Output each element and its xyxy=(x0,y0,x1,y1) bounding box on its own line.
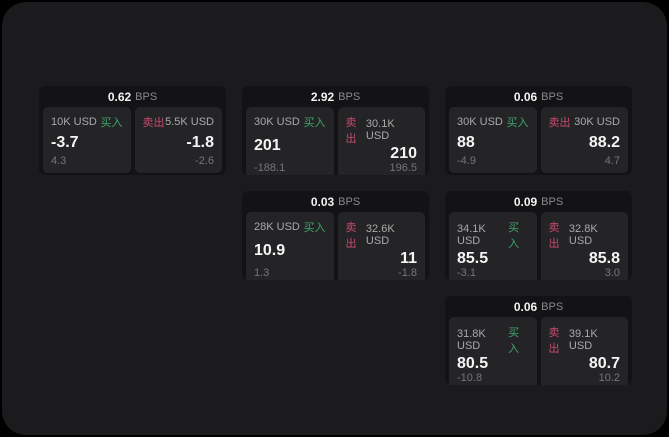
sell-delta: -2.6 xyxy=(195,155,214,167)
bps-unit-label: BPS xyxy=(541,90,564,103)
sell-delta: -1.8 xyxy=(398,267,417,279)
buy-side-label: 买入 xyxy=(506,117,529,129)
buy-amount: 28K USD xyxy=(254,221,300,233)
buy-side-label: 买入 xyxy=(508,222,520,250)
sell-price: 210 xyxy=(390,145,417,162)
quote-card: 2.92 BPS 30K USD 买入 201 -188.1 卖出 30.1K … xyxy=(242,86,429,175)
sell-delta: 4.7 xyxy=(604,155,620,167)
sell-side-label: 卖出 xyxy=(345,117,357,145)
buy-delta: -10.8 xyxy=(457,372,483,384)
buy-price: 201 xyxy=(254,137,281,154)
buy-amount: 30K USD xyxy=(457,116,503,128)
bps-header: 0.62 BPS xyxy=(39,86,226,107)
bps-value: 0.09 xyxy=(513,194,538,209)
buy-quote-tile[interactable]: 31.8K USD 买入 80.5 -10.8 xyxy=(449,317,537,385)
buy-delta: 4.3 xyxy=(51,155,67,167)
bps-value: 0.06 xyxy=(513,299,538,314)
quote-card: 0.06 BPS 31.8K USD 买入 80.5 -10.8 卖出 39.1… xyxy=(445,296,632,385)
bps-value: 0.06 xyxy=(513,89,538,104)
sell-side-label: 卖出 xyxy=(548,117,571,129)
buy-amount: 34.1K USD xyxy=(457,223,486,247)
bps-header: 0.03 BPS xyxy=(242,191,429,212)
buy-delta: 1.3 xyxy=(254,267,270,279)
bps-header: 0.06 BPS xyxy=(445,296,632,317)
sell-delta: 3.0 xyxy=(604,267,620,279)
quote-card: 0.09 BPS 34.1K USD 买入 85.5 -3.1 卖出 32.8K… xyxy=(445,191,632,280)
buy-delta: -4.9 xyxy=(457,155,476,167)
bps-value: 0.62 xyxy=(107,89,132,104)
buy-quote-tile[interactable]: 30K USD 买入 88 -4.9 xyxy=(449,107,537,173)
buy-amount: 31.8K USD xyxy=(457,328,486,352)
bps-header: 2.92 BPS xyxy=(242,86,429,107)
buy-amount: 10K USD xyxy=(51,116,97,128)
sell-quote-tile[interactable]: 卖出 39.1K USD 80.7 10.2 xyxy=(540,317,628,385)
sell-side-label: 卖出 xyxy=(548,327,560,355)
sell-quote-tile[interactable]: 卖出 30.1K USD 210 196.5 xyxy=(337,107,425,175)
bps-unit-label: BPS xyxy=(135,90,158,103)
sell-delta: 196.5 xyxy=(389,162,417,174)
bps-unit-label: BPS xyxy=(338,195,361,208)
buy-price: 10.9 xyxy=(254,242,286,259)
sell-side-label: 卖出 xyxy=(548,222,560,250)
bps-unit-label: BPS xyxy=(541,300,564,313)
buy-side-label: 买入 xyxy=(303,222,326,234)
bps-value: 2.92 xyxy=(310,89,335,104)
sell-amount: 32.6K USD xyxy=(365,223,395,247)
buy-quote-tile[interactable]: 10K USD 买入 -3.7 4.3 xyxy=(43,107,131,173)
sell-amount: 30.1K USD xyxy=(365,118,395,142)
sell-price: -1.8 xyxy=(186,133,214,151)
sell-price: 11 xyxy=(400,250,417,267)
buy-price: 80.5 xyxy=(457,355,489,372)
sell-amount: 32.8K USD xyxy=(568,223,598,247)
bps-unit-label: BPS xyxy=(338,90,361,103)
buy-quote-tile[interactable]: 34.1K USD 买入 85.5 -3.1 xyxy=(449,212,537,280)
buy-price: 85.5 xyxy=(457,250,489,267)
buy-quote-tile[interactable]: 28K USD 买入 10.9 1.3 xyxy=(246,212,334,280)
quote-grid: 0.62 BPS 10K USD 买入 -3.7 4.3 卖出 5.5K USD xyxy=(39,86,632,385)
bps-header: 0.09 BPS xyxy=(445,191,632,212)
sell-side-label: 卖出 xyxy=(345,222,357,250)
buy-quote-tile[interactable]: 30K USD 买入 201 -188.1 xyxy=(246,107,334,175)
buy-price: 88 xyxy=(457,133,475,151)
sell-amount: 5.5K USD xyxy=(165,116,214,128)
sell-price: 85.8 xyxy=(588,250,620,267)
bps-unit-label: BPS xyxy=(541,195,564,208)
buy-side-label: 买入 xyxy=(508,327,520,355)
bps-header: 0.06 BPS xyxy=(445,86,632,107)
buy-price: -3.7 xyxy=(51,133,79,151)
buy-amount: 30K USD xyxy=(254,116,300,128)
quote-card: 0.62 BPS 10K USD 买入 -3.7 4.3 卖出 5.5K USD xyxy=(39,86,226,175)
sell-side-label: 卖出 xyxy=(142,117,165,129)
sell-quote-tile[interactable]: 卖出 32.8K USD 85.8 3.0 xyxy=(540,212,628,280)
buy-delta: -3.1 xyxy=(457,267,476,279)
sell-quote-tile[interactable]: 卖出 32.6K USD 11 -1.8 xyxy=(337,212,425,280)
bps-value: 0.03 xyxy=(310,194,335,209)
quote-card: 0.06 BPS 30K USD 买入 88 -4.9 卖出 30K USD xyxy=(445,86,632,175)
quote-card: 0.03 BPS 28K USD 买入 10.9 1.3 卖出 32.6K US… xyxy=(242,191,429,280)
sell-price: 88.2 xyxy=(588,133,620,151)
sell-price: 80.7 xyxy=(588,355,620,372)
sell-quote-tile[interactable]: 卖出 5.5K USD -1.8 -2.6 xyxy=(134,107,222,173)
buy-delta: -188.1 xyxy=(254,162,286,174)
buy-side-label: 买入 xyxy=(303,117,326,129)
sell-delta: 10.2 xyxy=(598,372,620,384)
sell-amount: 39.1K USD xyxy=(568,328,598,352)
sell-quote-tile[interactable]: 卖出 30K USD 88.2 4.7 xyxy=(540,107,628,173)
sell-amount: 30K USD xyxy=(574,116,620,128)
buy-side-label: 买入 xyxy=(100,117,123,129)
